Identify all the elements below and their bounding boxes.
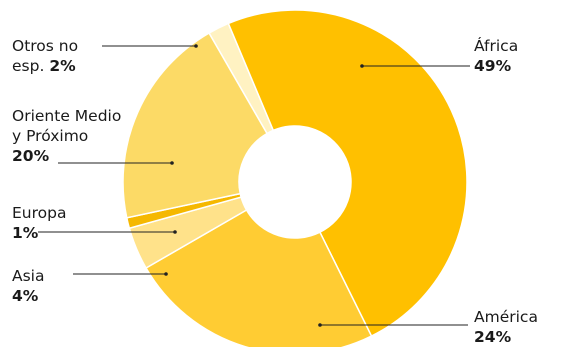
label-asia: Asia 4% [12,266,44,306]
label-asia-line1: Asia [12,267,45,285]
label-europa: Europa 1% [12,203,66,243]
leader-dot-america [318,323,322,327]
leader-dot-otros [194,44,198,48]
label-otros: Otros no esp. 2% [12,36,78,76]
leader-dot-europa [173,230,177,234]
label-africa-value: 49% [474,57,512,75]
label-otros-line1: Otros no [12,37,79,55]
label-america: América 24% [474,307,538,347]
label-oriente-line1: Oriente Medio [12,107,122,125]
label-europa-value: 1% [12,224,39,242]
leader-dot-oriente [170,161,174,165]
label-africa: África 49% [474,36,518,76]
label-otros-line2: esp. [12,57,45,75]
leader-dot-asia [164,272,168,276]
slice-oriente [122,32,269,219]
slice-africa [227,9,468,338]
label-otros-value: 2% [49,57,76,75]
label-america-line1: América [474,308,538,326]
label-america-value: 24% [474,328,512,346]
label-oriente-value: 20% [12,147,50,165]
label-asia-value: 4% [12,287,39,305]
label-oriente: Oriente Medio y Próximo 20% [12,106,121,166]
leader-dot-africa [360,64,364,68]
slice-america [145,208,373,347]
label-africa-line1: África [474,37,519,55]
label-europa-line1: Europa [12,204,67,222]
label-oriente-line2: y Próximo [12,127,89,145]
